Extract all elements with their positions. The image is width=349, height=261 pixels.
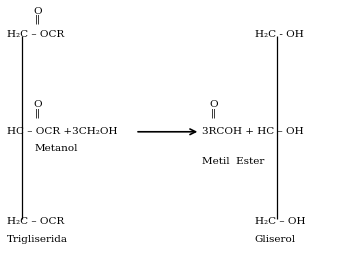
Text: ||: ||	[35, 108, 41, 118]
Text: O: O	[34, 7, 42, 16]
Text: O: O	[209, 100, 218, 109]
Text: ||: ||	[211, 108, 217, 118]
Text: Metanol: Metanol	[35, 144, 78, 153]
Text: 3RCOH + HC – OH: 3RCOH + HC – OH	[202, 127, 304, 135]
Text: H₂C - OH: H₂C - OH	[255, 30, 304, 39]
Text: H₂C – OH: H₂C – OH	[255, 217, 305, 226]
Text: Gliserol: Gliserol	[255, 235, 296, 245]
Text: O: O	[34, 100, 42, 109]
Text: H₂C – OCR: H₂C – OCR	[7, 30, 64, 39]
Text: HC – OCR +3CH₂OH: HC – OCR +3CH₂OH	[7, 127, 117, 135]
Text: H₂C – OCR: H₂C – OCR	[7, 217, 64, 226]
Text: ||: ||	[35, 15, 41, 24]
Text: Metil  Ester: Metil Ester	[202, 157, 264, 166]
Text: Trigliserida: Trigliserida	[7, 235, 68, 245]
